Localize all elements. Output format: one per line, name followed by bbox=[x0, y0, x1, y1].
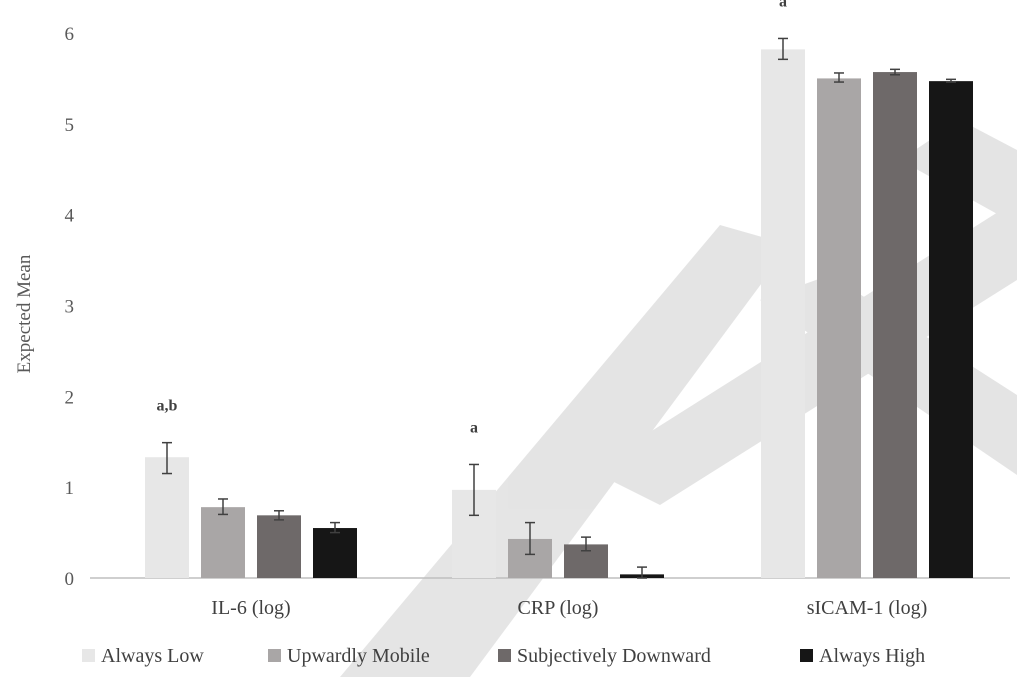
legend-label: Subjectively Downward bbox=[517, 645, 711, 667]
y-tick-label: 0 bbox=[65, 569, 75, 590]
y-axis-label: Expected Mean bbox=[14, 254, 35, 373]
error-bar bbox=[162, 441, 172, 475]
bar bbox=[817, 78, 861, 579]
error-bar bbox=[890, 68, 900, 76]
error-bar bbox=[581, 536, 591, 552]
legend-item: Upwardly Mobile bbox=[268, 645, 430, 667]
category-labels: IL-6 (log) CRP (log) sICAM-1 (log) bbox=[211, 597, 927, 619]
error-bar bbox=[469, 463, 479, 517]
bar bbox=[201, 507, 245, 578]
bar bbox=[929, 81, 973, 579]
legend-swatch bbox=[498, 649, 511, 662]
error-bar bbox=[778, 37, 788, 61]
significance-annotation: a,b bbox=[157, 398, 178, 415]
significance-annotation: a bbox=[470, 419, 478, 436]
legend: Always Low Upwardly Mobile Subjectively Do… bbox=[82, 645, 925, 667]
legend-item: Subjectively Downward bbox=[498, 645, 711, 667]
bar bbox=[313, 528, 357, 578]
error-bar bbox=[330, 521, 340, 534]
y-tick-label: 5 bbox=[65, 115, 75, 136]
error-bar bbox=[274, 510, 284, 521]
y-tick-label: 1 bbox=[65, 478, 75, 499]
error-bar bbox=[834, 72, 844, 83]
significance-annotation: a bbox=[779, 0, 787, 10]
y-tick-label: 2 bbox=[65, 387, 75, 408]
legend-label: Always High bbox=[819, 645, 925, 667]
y-tick-label: 6 bbox=[65, 24, 75, 45]
legend-swatch bbox=[800, 649, 813, 662]
x-tick-label: sICAM-1 (log) bbox=[807, 597, 928, 619]
x-tick-label: CRP (log) bbox=[518, 597, 599, 619]
legend-swatch bbox=[82, 649, 95, 662]
bar bbox=[145, 457, 189, 578]
error-bar bbox=[218, 498, 228, 516]
x-tick-label: IL-6 (log) bbox=[211, 597, 290, 619]
y-tick-label: 3 bbox=[65, 297, 75, 318]
bar bbox=[873, 72, 917, 578]
legend-swatch bbox=[268, 649, 281, 662]
bar bbox=[761, 49, 805, 579]
y-tick-label: 4 bbox=[65, 206, 75, 227]
y-axis: 0 1 2 3 4 5 6 bbox=[65, 24, 75, 590]
error-bar bbox=[946, 78, 956, 83]
legend-item: Always Low bbox=[82, 645, 204, 667]
bar bbox=[257, 515, 301, 578]
error-bar bbox=[637, 566, 647, 579]
legend-item: Always High bbox=[800, 645, 925, 667]
legend-label: Upwardly Mobile bbox=[287, 645, 430, 667]
bars: a,b a a bbox=[145, 0, 973, 579]
error-bar bbox=[525, 521, 535, 556]
legend-label: Always Low bbox=[101, 645, 204, 667]
